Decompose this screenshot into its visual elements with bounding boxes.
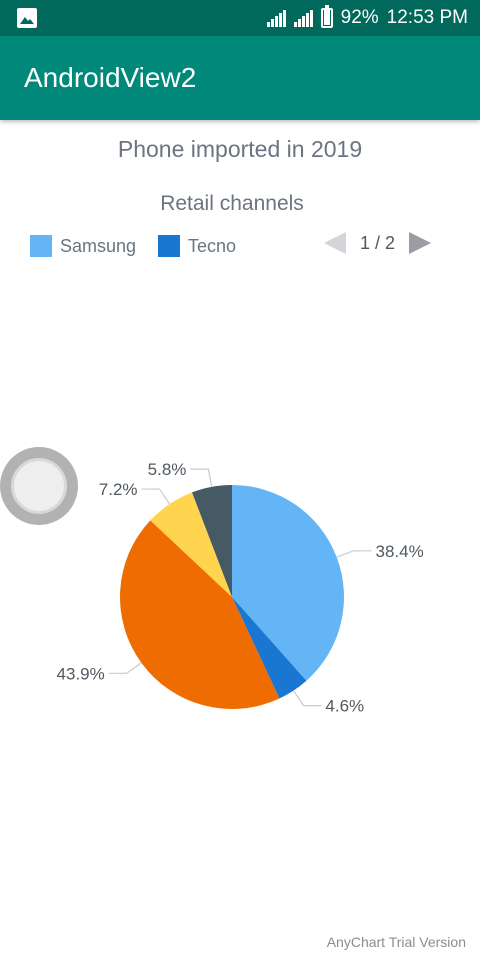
legend-label-tecno: Tecno bbox=[188, 235, 237, 256]
pie-slice-0[interactable] bbox=[232, 485, 345, 681]
pie-slice-1[interactable] bbox=[232, 597, 307, 699]
legend-swatch-samsung bbox=[30, 235, 52, 257]
battery-icon bbox=[320, 5, 333, 28]
pie-connector-4 bbox=[190, 468, 213, 487]
battery-percent: 92% bbox=[340, 7, 379, 28]
next-page-icon[interactable] bbox=[409, 232, 432, 254]
pie-connector-0 bbox=[336, 550, 372, 558]
assistive-touch-inner bbox=[11, 458, 67, 514]
legend-item-samsung[interactable]: Samsung bbox=[30, 234, 136, 258]
status-bar: 92% 12:53 PM bbox=[0, 0, 480, 36]
pager-label: 1 / 2 bbox=[360, 232, 396, 253]
chart-title: Phone imported in 2019 bbox=[117, 136, 363, 162]
legend-pager: 1 / 2 bbox=[324, 232, 432, 254]
signal-icon bbox=[266, 9, 286, 27]
pie-connector-3 bbox=[141, 488, 171, 505]
watermark: AnyChart Trial Version bbox=[326, 934, 466, 950]
legend-label-samsung: Samsung bbox=[60, 235, 137, 256]
pie-label-1: 4.6% bbox=[325, 697, 364, 716]
pie-connector-1 bbox=[293, 690, 322, 707]
app-title: AndroidView2 bbox=[24, 62, 197, 93]
pie-slice-4[interactable] bbox=[192, 485, 232, 597]
pie-label-0: 38.4% bbox=[376, 542, 424, 561]
pie-slice-2[interactable] bbox=[119, 520, 280, 710]
legend-swatch-tecno bbox=[158, 235, 180, 257]
app-bar: AndroidView2 bbox=[0, 36, 480, 120]
signal-icon-2 bbox=[293, 9, 313, 27]
pie-label-2: 43.9% bbox=[57, 664, 105, 683]
previous-page-icon[interactable] bbox=[324, 232, 346, 254]
pie-label-3: 7.2% bbox=[99, 480, 138, 499]
assistive-touch-button[interactable] bbox=[0, 447, 78, 525]
pie-label-4: 5.8% bbox=[148, 460, 187, 479]
legend-item-tecno[interactable]: Tecno bbox=[158, 234, 236, 258]
legend-title: Retail channels bbox=[160, 192, 304, 215]
image-icon bbox=[17, 8, 37, 28]
pie-slice-3[interactable] bbox=[150, 492, 232, 597]
battery-fill bbox=[323, 10, 330, 25]
status-right: 92% 12:53 PM bbox=[266, 0, 468, 36]
pie-connector-2 bbox=[108, 662, 142, 674]
pie-chart: 38.4% 4.6% 43.9% 7.2% 5.8% bbox=[57, 460, 424, 716]
status-time: 12:53 PM bbox=[386, 7, 468, 28]
